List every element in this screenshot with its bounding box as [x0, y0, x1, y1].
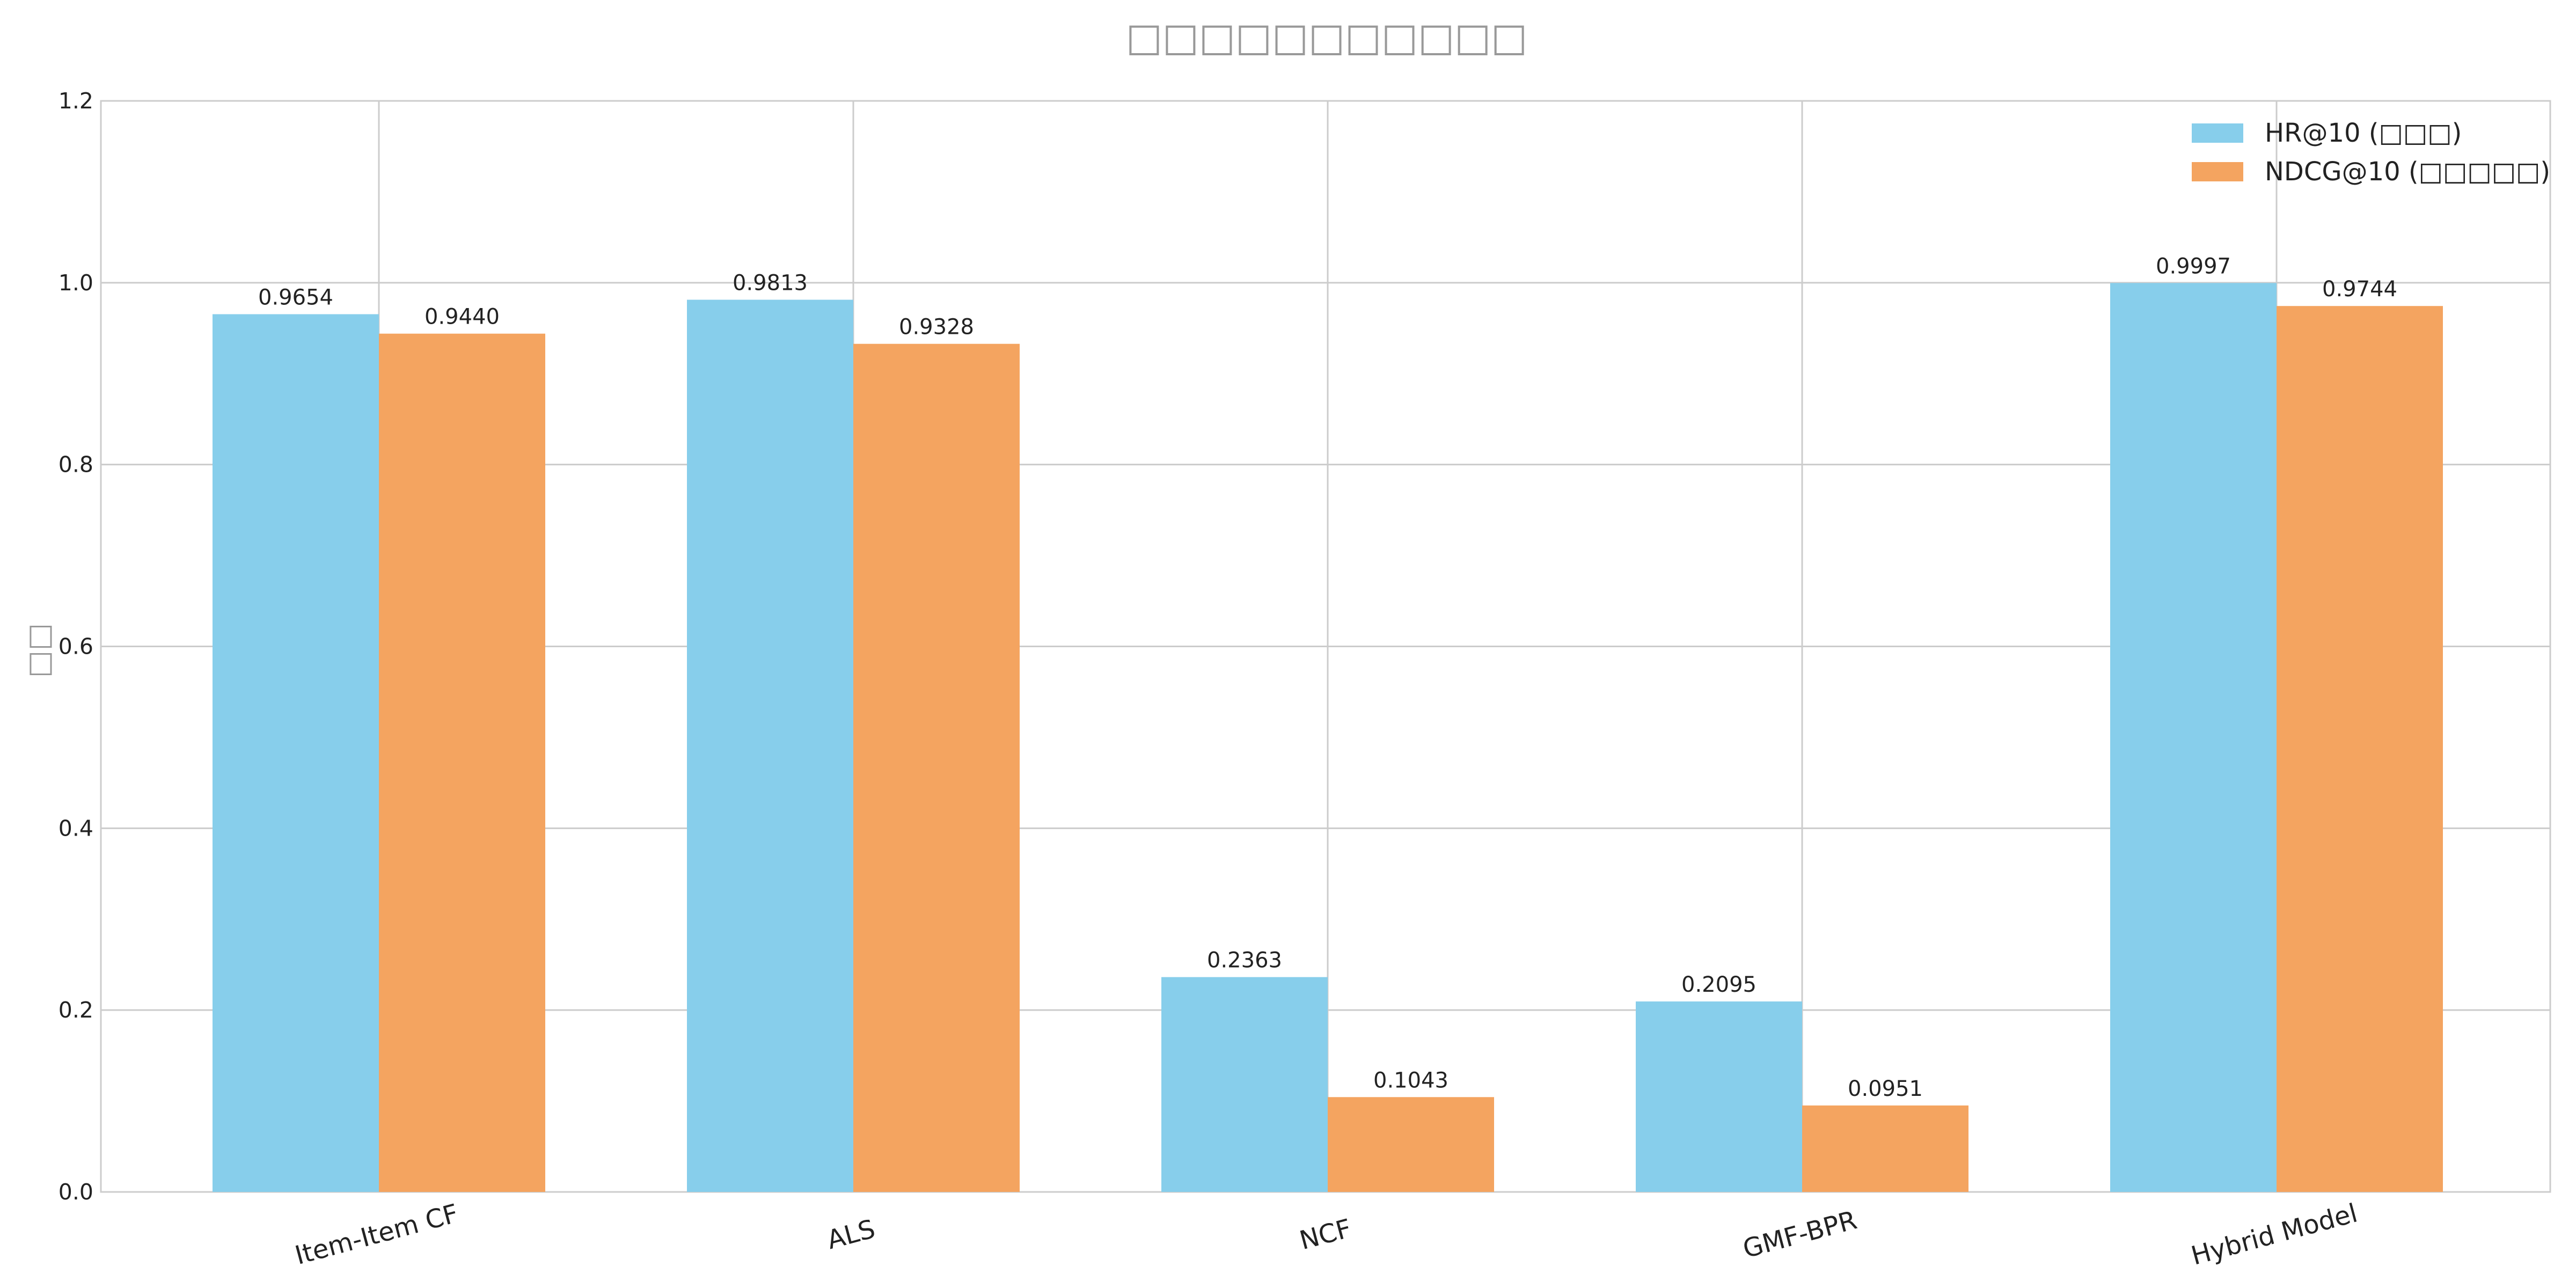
legend: HR@10 (□□□) NDCG@10 (□□□□□): [2192, 118, 2550, 187]
bar-ndcg: [379, 333, 545, 1192]
x-tick-label: NCF: [1297, 1213, 1355, 1256]
bar-ndcg: [1802, 1105, 1968, 1192]
y-tick-label: 0.2: [58, 997, 93, 1023]
bar-value-label: 0.9997: [2156, 254, 2231, 279]
bar-value-label: 0.9744: [2322, 277, 2397, 302]
bar-value-label: 0.0951: [1848, 1077, 1923, 1101]
x-tick-label: Hybrid Model: [2188, 1198, 2361, 1271]
y-tick-label: 0.4: [58, 815, 93, 841]
y-axis: 0.0 0.2 0.4 0.6 0.8 1.0 1.2: [58, 88, 93, 1205]
legend-swatch: [2192, 162, 2243, 181]
bar-value-label: 0.2095: [1681, 972, 1757, 997]
bars: [213, 283, 2443, 1192]
bar-value-label: 0.1043: [1373, 1068, 1448, 1093]
bar-ndcg: [2277, 306, 2443, 1192]
y-tick-label: 0.8: [58, 452, 93, 478]
y-tick-label: 0.6: [58, 634, 93, 660]
bar-value-label: 0.9328: [899, 315, 974, 340]
legend-swatch: [2192, 123, 2243, 143]
bar-ndcg: [1328, 1097, 1494, 1192]
bar-value-label: 0.9813: [733, 271, 808, 296]
legend-label: NDCG@10 (□□□□□): [2265, 157, 2550, 187]
bar-value-label: 0.2363: [1207, 948, 1282, 973]
chart-title: □□□□□□□□□□□: [1126, 14, 1527, 60]
x-tick-label: Item-Item CF: [292, 1198, 462, 1271]
bar-hr: [1161, 977, 1328, 1192]
bar-value-label: 0.9654: [258, 285, 333, 310]
y-axis-label: □□: [21, 623, 55, 678]
bar-ndcg: [853, 343, 1020, 1192]
x-tick-label: GMF-BPR: [1740, 1205, 1860, 1264]
y-tick-label: 0.0: [58, 1179, 93, 1205]
y-tick-label: 1.2: [58, 88, 93, 114]
bar-hr: [2110, 283, 2277, 1192]
bar-hr: [1636, 1001, 1802, 1192]
bar-hr: [687, 299, 853, 1192]
legend-label: HR@10 (□□□): [2265, 118, 2462, 148]
bar-value-label: 0.9440: [425, 305, 500, 330]
x-tick-label: ALS: [824, 1214, 878, 1255]
bar-hr: [213, 314, 379, 1192]
y-tick-label: 1.0: [58, 270, 93, 296]
x-axis: Item-Item CF ALS NCF GMF-BPR Hybrid Model: [292, 1198, 2361, 1271]
data-labels: 0.9654 0.9813 0.2363 0.2095 0.9997 0.9440 0.93…: [258, 254, 2397, 1101]
